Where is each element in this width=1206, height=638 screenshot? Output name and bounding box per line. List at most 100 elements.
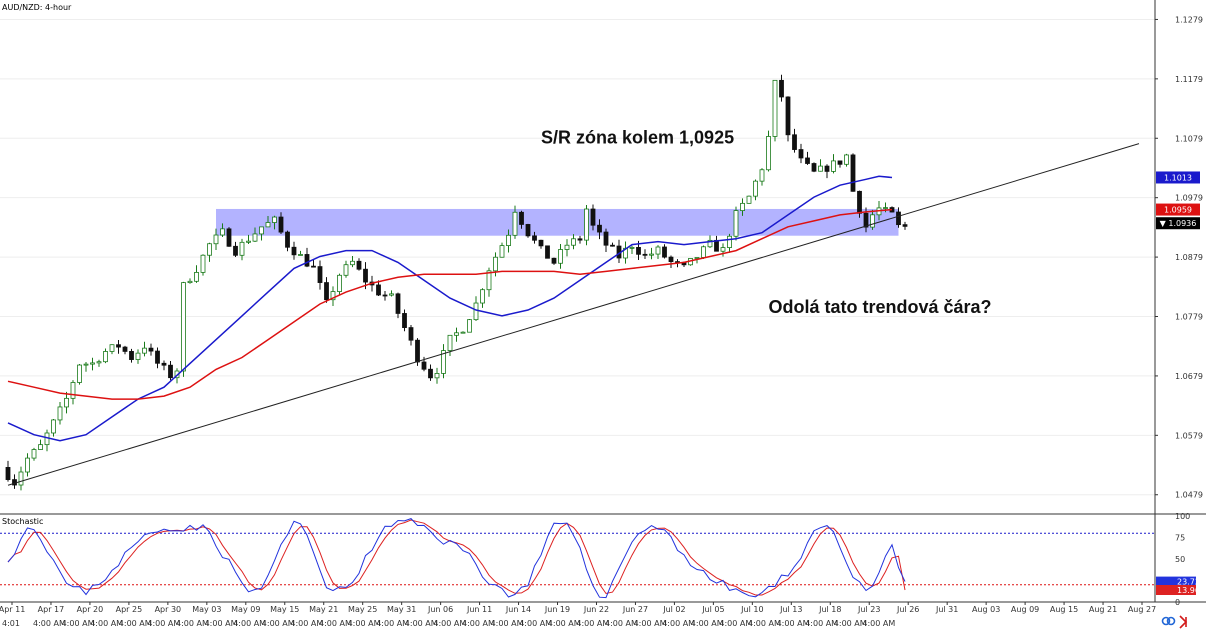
stoch-tick-label: 0 [1175,598,1180,607]
candle-body [636,247,641,255]
candle-body [421,361,427,370]
sr-zone [216,208,899,236]
candle-body [96,361,102,364]
candle-body [116,344,121,348]
candle-body [460,331,466,334]
x-time-label: 4:00 AM [805,619,838,628]
x-time-label: 4:00 AM [319,619,352,628]
candle-body [142,347,147,354]
close-icon[interactable] [1179,615,1188,629]
candle-body [291,246,297,256]
candle-body [753,180,758,197]
candle-body [337,274,342,292]
x-tick-label: Jun 27 [622,605,648,614]
x-tick-label: Aug 21 [1089,605,1117,614]
candle-body [733,210,739,237]
x-time-label: 4:00 AM [462,619,495,628]
y-tick-label: 1.1179 [1175,75,1203,84]
x-tick-label: Jul 10 [740,605,763,614]
candle-body [467,319,472,333]
candle-body [824,165,830,172]
candle-body [701,246,706,258]
candle-body [25,457,30,473]
candle-body [83,363,89,366]
x-time-label: 4:00 AM [748,619,781,628]
candle-body [571,238,576,246]
candle-body [285,231,290,248]
candle-body [746,195,752,204]
candle-body [441,350,446,374]
candle-body [662,246,667,258]
candle-body [493,256,498,272]
candle-body [707,239,713,248]
y-tick-label: 1.0579 [1175,431,1203,440]
candle-body [766,136,771,171]
candle-body [135,352,141,360]
x-tick-label: Apr 25 [116,605,143,614]
candle-body [51,419,56,434]
x-time-label: 4:00 AM [348,619,381,628]
candle-body [727,235,732,248]
chart-title: AUD/NZD: 4-hour [2,3,72,12]
grid [0,18,1155,496]
candle-body [863,212,869,228]
x-time-label: 4:00 AM [662,619,695,628]
candle-body [64,397,69,408]
x-tick-label: Jul 05 [701,605,724,614]
candle-body [558,249,563,264]
candle-body [818,165,823,172]
price-flag [1156,203,1200,216]
price-flag [1156,171,1200,184]
candle-body [434,373,440,379]
annotations: S/R zóna kolem 1,0925 Odolá tato trendová… [541,128,992,317]
x-time-label: 4:00 AM [862,619,895,628]
candle-body [389,293,394,296]
candle-body [272,216,277,223]
x-tick-label: Apr 30 [155,605,182,614]
x-tick-label: Jul 23 [857,605,880,614]
x-time-label: 4:00 AM [634,619,667,628]
candle-body [603,231,609,246]
price-flag-label: 1.1013 [1164,173,1192,182]
stoch-value-flag [1156,576,1196,587]
stoch-value-label: 23.72 [1177,578,1200,587]
y-tick-label: 1.1279 [1175,15,1203,24]
candle-body [103,351,108,363]
candle-body [629,247,635,249]
x-tick-label: Aug 27 [1128,605,1156,614]
x-tick-label: Jul 13 [779,605,802,614]
candle-body [408,327,414,341]
link-icon[interactable] [1161,616,1176,626]
candle-body [473,302,479,321]
candle-body [649,253,654,256]
x-time-label: 4:00 AM [519,619,552,628]
candle-body [187,280,193,284]
candle-body [278,216,284,233]
x-tick-label: Jun 22 [583,605,609,614]
candle-body [551,257,557,264]
x-tick-label: Jul 31 [935,605,958,614]
candle-body [213,234,219,245]
candle-body [844,154,849,165]
candle-body [883,207,888,209]
candle-body [148,347,154,352]
x-tick-label: Jun 11 [466,605,492,614]
price-flag-label: 1.0959 [1164,206,1192,215]
candle-body [259,226,264,235]
price-flag-label: ▼ 1.0936 [1160,219,1197,228]
candle-body [246,240,251,243]
candle-body [545,245,550,259]
x-tick-label: Apr 11 [0,605,25,614]
candle-body [181,282,186,372]
y-tick-label: 1.0979 [1175,194,1203,203]
candle-body [655,246,661,255]
x-tick-label: May 15 [270,605,299,614]
x-tick-label: Jun 19 [544,605,570,614]
x-tick-label: May 09 [231,605,260,614]
candle-body [785,96,791,136]
annotation-trendline: Odolá tato trendová čára? [769,297,992,317]
stoch-main-line [7,518,906,599]
y-tick-label: 1.0479 [1175,491,1203,500]
candle-body [811,163,817,172]
